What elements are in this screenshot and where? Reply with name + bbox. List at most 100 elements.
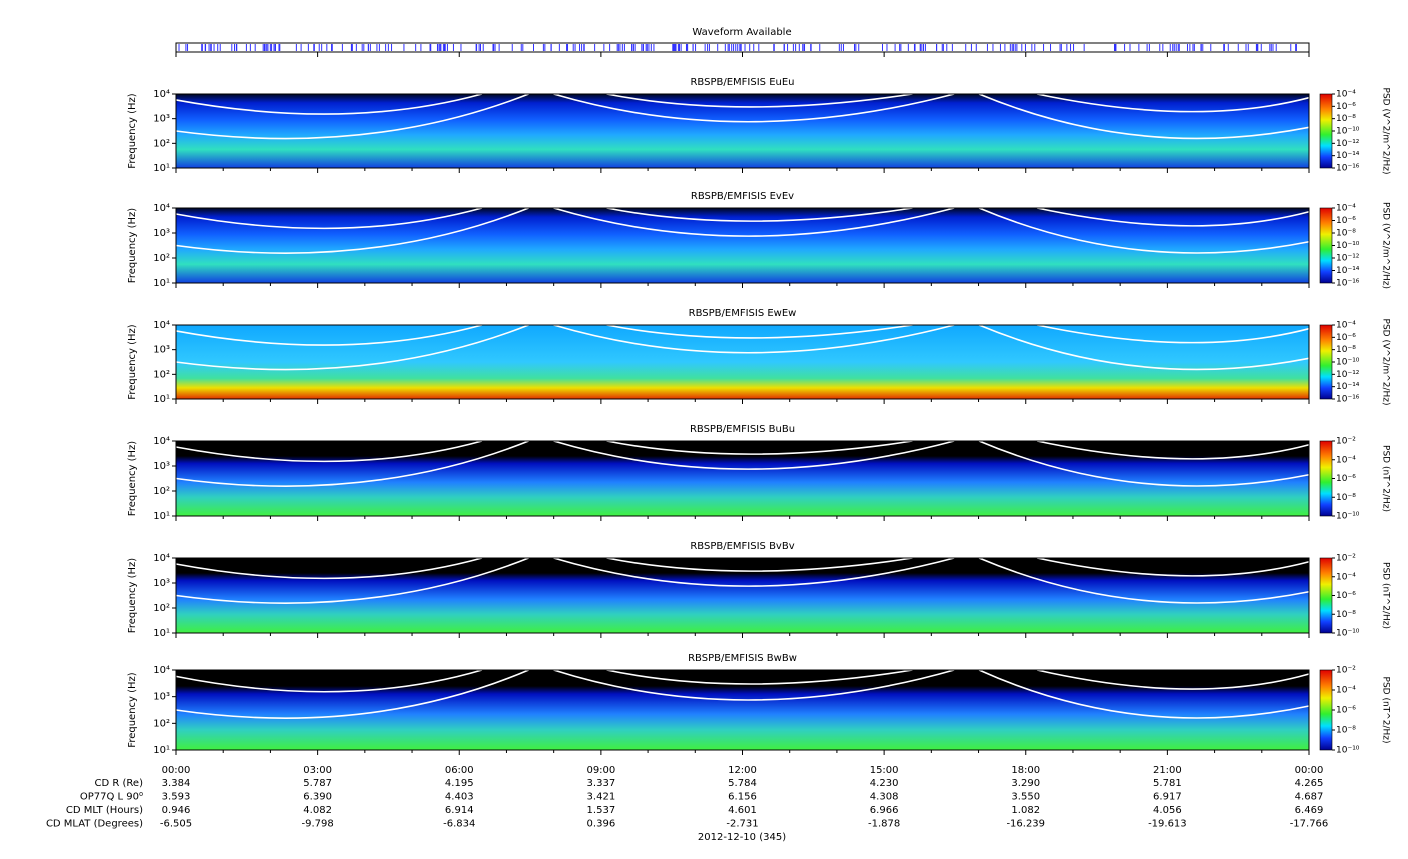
- y-tick-label: 10¹: [153, 628, 170, 639]
- y-tick-label: 10¹: [153, 511, 170, 522]
- ephemeris-value: 4.195: [445, 778, 474, 789]
- ephemeris-label: CD R (Re): [95, 778, 144, 789]
- colorbar-tick-label: 10⁻¹⁶: [1336, 279, 1360, 289]
- trace-curve: [1036, 669, 1310, 690]
- y-tick-label: 10³: [153, 692, 170, 703]
- colorbar-label: PSD (nT^2/Hz): [1381, 677, 1391, 744]
- panel-title: RBSPB/EMFISIS EvEv: [691, 191, 794, 202]
- ephemeris-value: 3.384: [162, 778, 191, 789]
- y-axis-label: Frequency (Hz): [127, 672, 138, 748]
- colorbar-label: PSD (nT^2/Hz): [1381, 562, 1391, 629]
- colorbar-tick-label: 10⁻¹⁰: [1336, 241, 1360, 251]
- ephemeris-value: 3.593: [162, 792, 191, 803]
- colorbar-tick-label: 10⁻⁴: [1336, 90, 1356, 100]
- ephemeris-value: 6.390: [303, 792, 332, 803]
- trace-curve: [175, 669, 529, 719]
- trace-curve: [606, 324, 913, 339]
- colorbar-tick-label: 10⁻⁴: [1336, 572, 1356, 582]
- trace-curve: [553, 93, 955, 123]
- colorbar-tick-label: 10⁻¹⁰: [1336, 127, 1360, 137]
- ephemeris-value: 5.784: [728, 778, 757, 789]
- trace-curve: [1036, 207, 1310, 227]
- y-tick-label: 10⁴: [153, 89, 170, 100]
- trace-curve: [175, 207, 483, 230]
- x-tick-label: 21:00: [1153, 765, 1182, 776]
- ephemeris-value: 6.914: [445, 805, 474, 816]
- colorbar: [1319, 207, 1333, 284]
- colorbar-tick-label: 10⁻²: [1336, 554, 1356, 564]
- colorbar: [1319, 557, 1333, 634]
- trace-curve: [175, 93, 529, 140]
- colorbar-tick-label: 10⁻¹²: [1336, 254, 1360, 264]
- y-tick-label: 10⁴: [153, 436, 170, 447]
- trace-curve: [606, 440, 913, 455]
- spectrogram: [176, 325, 1309, 399]
- ephemeris-value: 6.156: [728, 792, 757, 803]
- trace-curve: [175, 557, 529, 604]
- y-tick-label: 10³: [153, 228, 170, 239]
- panel-title: RBSPB/EMFISIS EuEu: [690, 77, 794, 88]
- ephemeris-value: 5.787: [303, 778, 332, 789]
- colorbar-label: PSD (V^2/m^2/Hz): [1381, 202, 1391, 289]
- trace-curve: [606, 93, 913, 108]
- y-tick-label: 10²: [153, 369, 170, 380]
- y-tick-label: 10³: [153, 114, 170, 125]
- ephemeris-value: -2.731: [726, 819, 758, 830]
- panel-title: RBSPB/EMFISIS EwEw: [689, 308, 797, 319]
- colorbar-tick-label: 10⁻⁸: [1336, 493, 1356, 503]
- spectrogram: [176, 558, 1309, 633]
- colorbar-tick-label: 10⁻⁶: [1336, 216, 1356, 226]
- colorbar-tick-label: 10⁻⁶: [1336, 591, 1356, 601]
- trace-curve: [175, 557, 483, 580]
- trace-curve: [175, 440, 529, 487]
- colorbar-label: PSD (V^2/m^2/Hz): [1381, 319, 1391, 406]
- x-tick-label: 00:00: [1295, 765, 1324, 776]
- x-tick-label: 09:00: [586, 765, 615, 776]
- spectrogram: [176, 94, 1309, 168]
- ephemeris-value: -6.505: [160, 819, 192, 830]
- ephemeris-value: 3.290: [1011, 778, 1040, 789]
- y-tick-label: 10⁴: [153, 320, 170, 331]
- ephemeris-value: 4.082: [303, 805, 332, 816]
- y-tick-label: 10⁴: [153, 203, 170, 214]
- colorbar-tick-label: 10⁻⁴: [1336, 686, 1356, 696]
- trace-curve: [553, 557, 955, 587]
- ephemeris-value: 6.469: [1295, 805, 1324, 816]
- trace-curve: [553, 669, 955, 701]
- ephemeris-value: -1.878: [868, 819, 900, 830]
- trace-curve: [978, 93, 1310, 140]
- trace-curve: [978, 207, 1310, 254]
- ephemeris-value: 4.403: [445, 792, 474, 803]
- colorbar-tick-label: 10⁻¹⁰: [1336, 512, 1360, 522]
- trace-curve: [175, 669, 483, 693]
- colorbar-tick-label: 10⁻¹⁶: [1336, 395, 1360, 405]
- colorbar-tick-label: 10⁻⁴: [1336, 455, 1356, 465]
- colorbar-tick-label: 10⁻⁶: [1336, 706, 1356, 716]
- ephemeris-value: 4.601: [728, 805, 757, 816]
- colorbar-tick-label: 10⁻⁸: [1336, 726, 1356, 736]
- ephemeris-value: 6.917: [1153, 792, 1182, 803]
- x-tick-label: 03:00: [303, 765, 332, 776]
- spectrogram: [176, 208, 1309, 283]
- trace-curve: [978, 557, 1310, 604]
- ephemeris-value: -6.834: [443, 819, 475, 830]
- trace-curve: [1036, 93, 1310, 113]
- x-tick-label: 00:00: [162, 765, 191, 776]
- panel-title: RBSPB/EMFISIS BvBv: [690, 541, 794, 552]
- colorbar: [1319, 440, 1333, 517]
- colorbar-tick-label: 10⁻⁴: [1336, 204, 1356, 214]
- ephemeris-label: CD MLAT (Degrees): [46, 819, 143, 830]
- trace-curve: [175, 440, 483, 463]
- ephemeris-value: 3.337: [587, 778, 616, 789]
- y-tick-label: 10³: [153, 578, 170, 589]
- colorbar-tick-label: 10⁻⁸: [1336, 229, 1356, 239]
- x-tick-label: 12:00: [728, 765, 757, 776]
- trace-curve: [553, 324, 955, 354]
- x-tick-label: 15:00: [870, 765, 899, 776]
- colorbar-tick-label: 10⁻¹⁴: [1336, 151, 1360, 161]
- colorbar-tick-label: 10⁻⁶: [1336, 474, 1356, 484]
- ephemeris-label: CD MLT (Hours): [66, 805, 143, 816]
- colorbar-tick-label: 10⁻¹⁰: [1336, 629, 1360, 639]
- ephemeris-value: 4.265: [1295, 778, 1324, 789]
- trace-curve: [175, 207, 529, 254]
